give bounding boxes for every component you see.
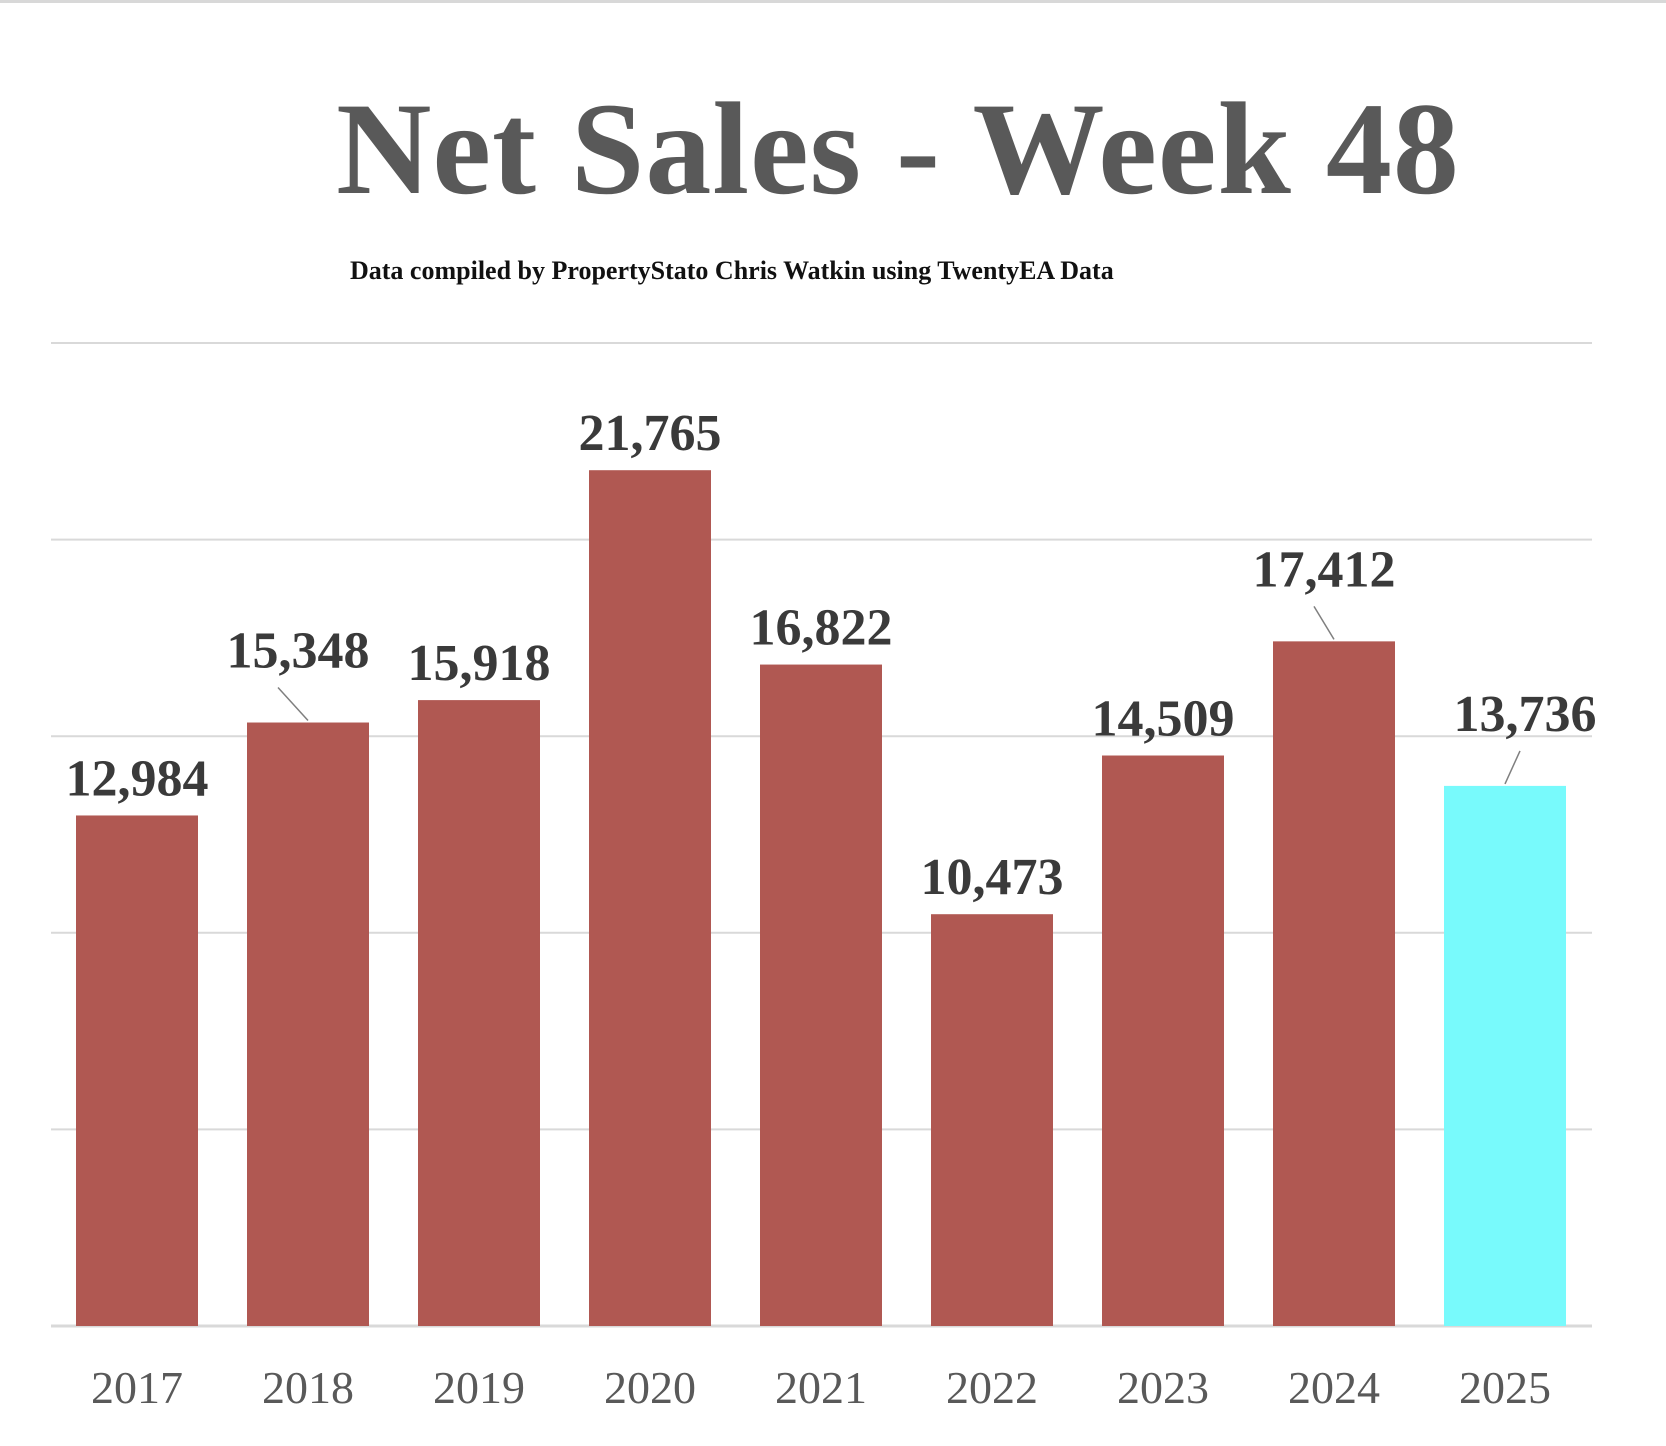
data-label-2020: 21,765 bbox=[579, 405, 722, 462]
x-tick-2021: 2021 bbox=[775, 1362, 867, 1413]
bar-2022 bbox=[931, 914, 1053, 1326]
data-label-2018: 15,348 bbox=[227, 623, 370, 680]
bar-2025 bbox=[1444, 785, 1566, 1326]
chart-subtitle: Data compiled by PropertyStato Chris Wat… bbox=[350, 256, 1114, 285]
bar-2023 bbox=[1102, 755, 1224, 1326]
leader-line-2018 bbox=[277, 687, 309, 722]
x-tick-2018: 2018 bbox=[262, 1362, 354, 1413]
x-tick-2019: 2019 bbox=[433, 1362, 525, 1413]
data-label-2021: 16,822 bbox=[750, 600, 893, 657]
data-label-2019: 15,918 bbox=[408, 635, 551, 692]
data-label-2017: 12,984 bbox=[66, 750, 209, 807]
bar-2021 bbox=[760, 664, 882, 1326]
data-label-2024: 17,412 bbox=[1253, 541, 1396, 598]
bar-2018 bbox=[247, 722, 369, 1326]
data-label-2025: 13,736 bbox=[1454, 686, 1597, 743]
bar-2020 bbox=[589, 470, 711, 1326]
leader-line-2024 bbox=[1313, 605, 1335, 640]
leader-line-2025 bbox=[1504, 750, 1521, 785]
x-tick-2022: 2022 bbox=[946, 1362, 1038, 1413]
bar-2019 bbox=[418, 700, 540, 1326]
x-tick-2025: 2025 bbox=[1459, 1362, 1551, 1413]
bar-2017 bbox=[76, 815, 198, 1326]
data-label-2022: 10,473 bbox=[921, 849, 1064, 906]
x-tick-2017: 2017 bbox=[91, 1362, 183, 1413]
x-tick-2024: 2024 bbox=[1288, 1362, 1380, 1413]
bar-2024 bbox=[1273, 641, 1395, 1326]
chart-title: Net Sales - Week 48 bbox=[336, 75, 1460, 222]
x-tick-2023: 2023 bbox=[1117, 1362, 1209, 1413]
top-border bbox=[0, 0, 1666, 3]
data-label-2023: 14,509 bbox=[1092, 691, 1235, 748]
x-tick-2020: 2020 bbox=[604, 1362, 696, 1413]
